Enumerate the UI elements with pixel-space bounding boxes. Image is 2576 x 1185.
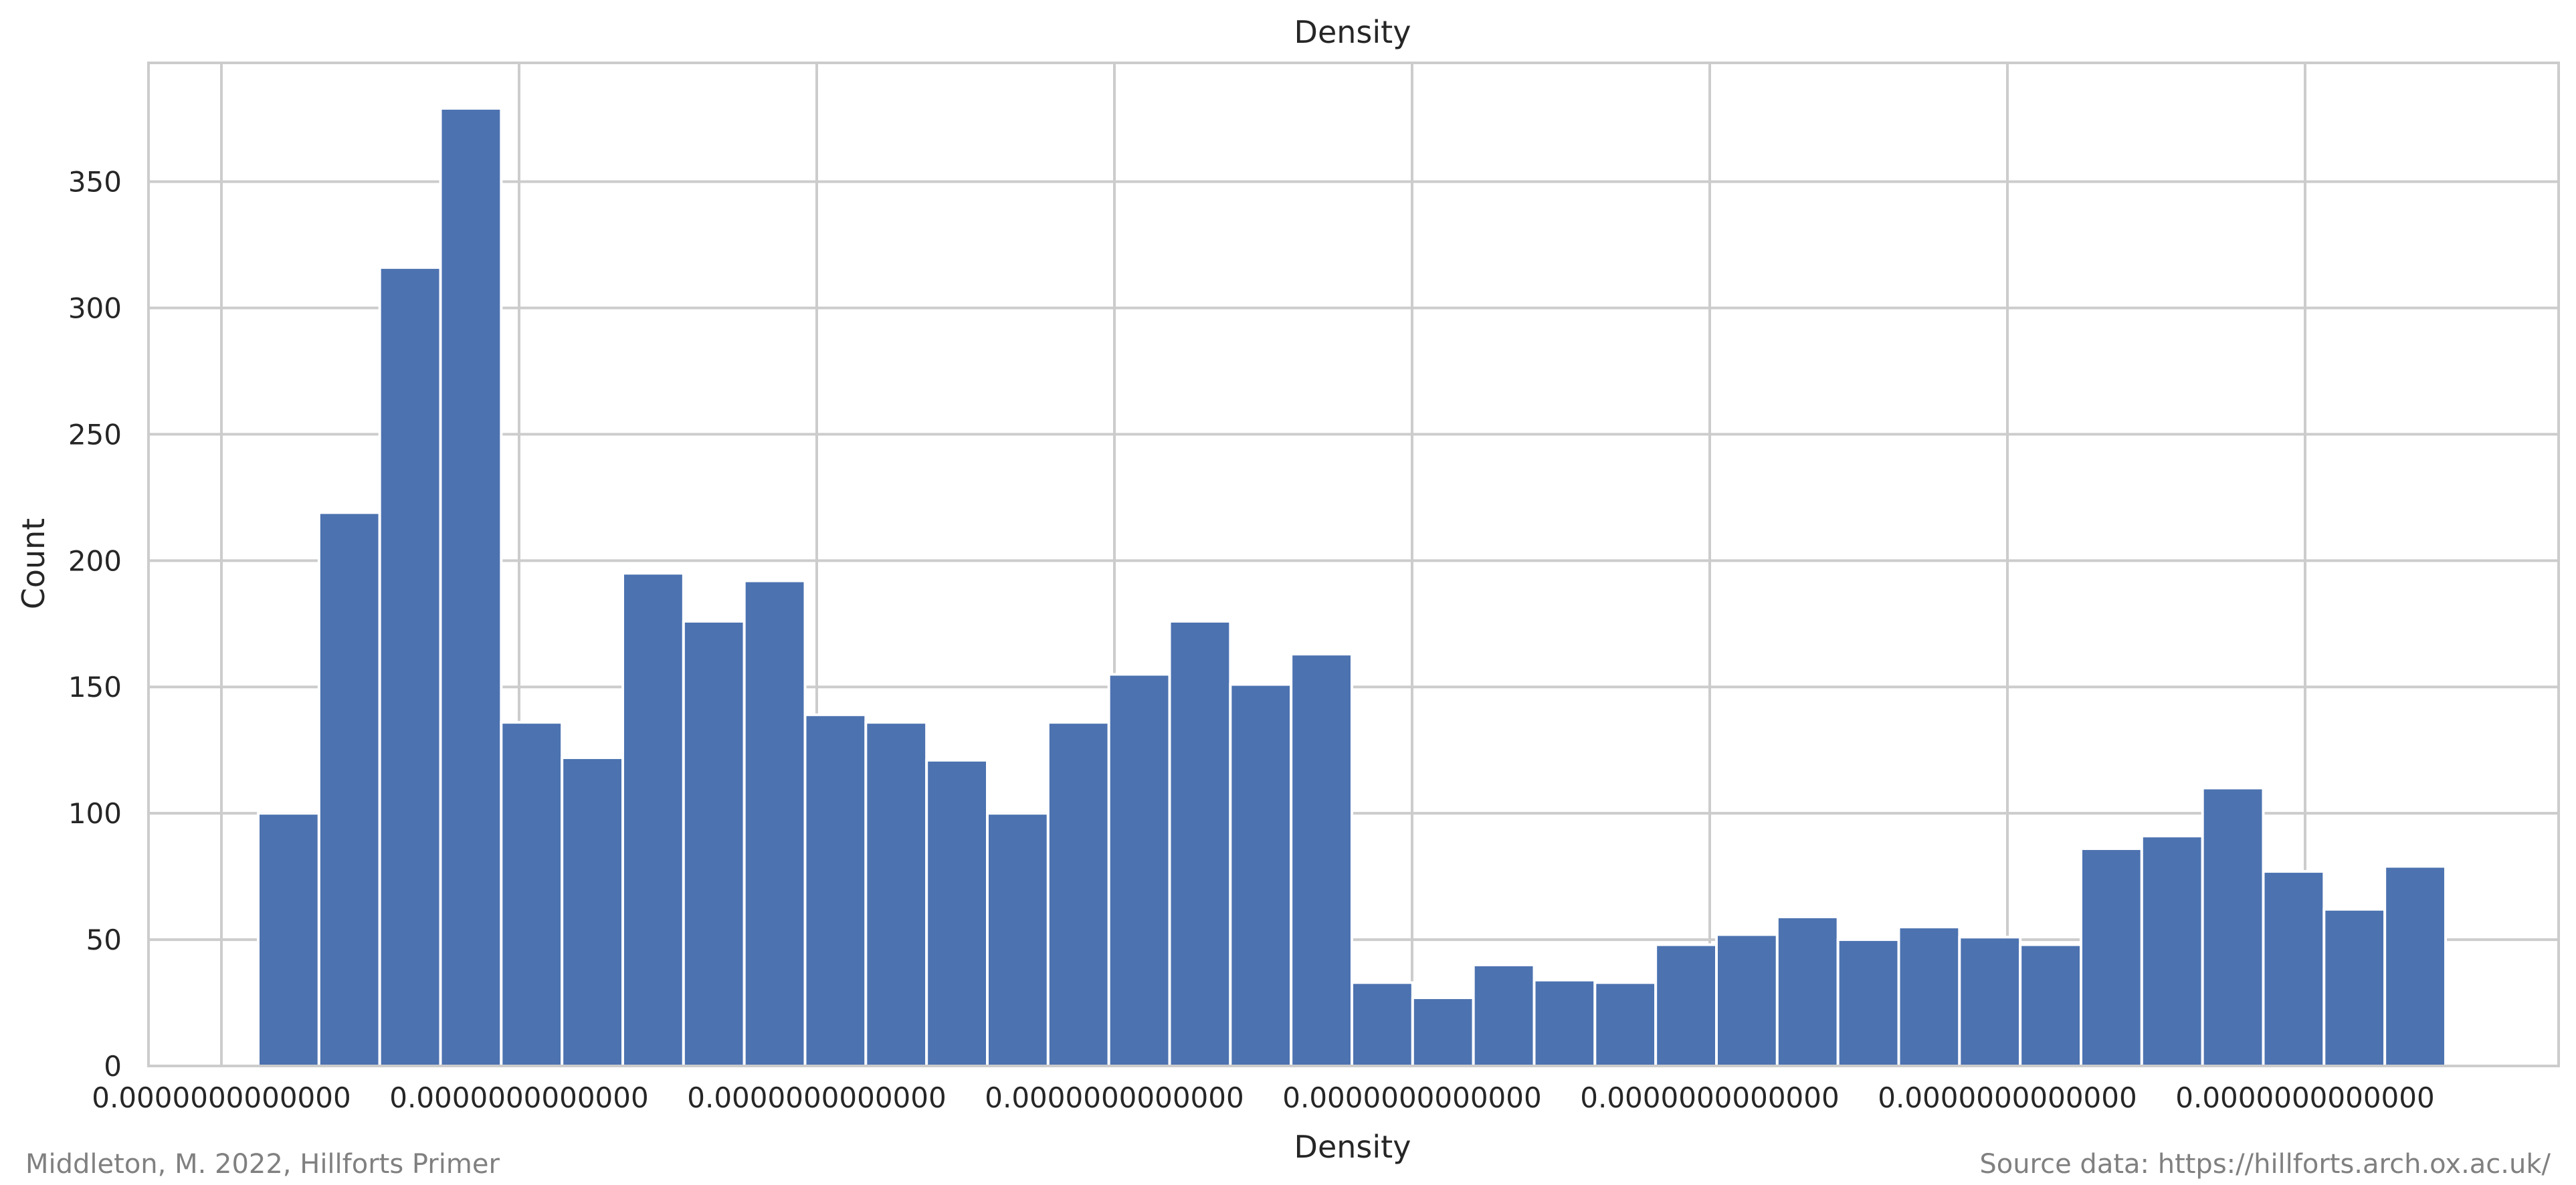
y-tick-label: 300 [68, 292, 122, 324]
histogram-bar [1654, 943, 1718, 1068]
chart-title: Density [1294, 14, 1411, 50]
histogram-bar [1046, 721, 1110, 1067]
histogram-bar [439, 107, 503, 1067]
x-axis-label: Density [1294, 1129, 1411, 1165]
footer-credit: Middleton, M. 2022, Hillforts Primer [25, 1149, 500, 1180]
bars [257, 107, 2447, 1068]
x-tick-label: 0.0000000000000 [2175, 1081, 2434, 1114]
histogram-bar [1532, 978, 1597, 1068]
histogram-bar [2383, 865, 2447, 1067]
footer-source: Source data: https://hillforts.arch.ox.a… [1979, 1149, 2551, 1180]
histogram-bar [378, 266, 442, 1067]
histogram-bar [1775, 915, 1840, 1067]
x-tick-label: 0.0000000000000 [389, 1081, 648, 1114]
histogram-bar [864, 721, 928, 1067]
histogram-bar [1107, 673, 1171, 1067]
y-tick-label: 100 [68, 797, 122, 830]
y-tick-label: 150 [68, 671, 122, 704]
histogram-bar [1836, 938, 1900, 1067]
histogram-bar [2322, 907, 2387, 1067]
histogram-bar [2080, 847, 2143, 1068]
histogram-bar [1472, 963, 1536, 1067]
histogram-bar [500, 721, 564, 1067]
x-tick-label: 0.0000000000000 [1878, 1081, 2137, 1114]
histogram-bar [317, 511, 381, 1067]
y-tick-label: 250 [68, 418, 122, 451]
histogram-bar [1351, 981, 1414, 1068]
x-tick-label: 0.0000000000000 [1580, 1081, 1839, 1114]
histogram-bar [1229, 683, 1293, 1067]
plot-frame [147, 62, 2560, 1067]
y-tick-label: 50 [86, 924, 122, 956]
histogram-bar [2019, 943, 2082, 1068]
histogram-bar [742, 579, 807, 1067]
histogram-bar [561, 756, 624, 1068]
histogram-bar [621, 572, 685, 1067]
y-tick-labels: 0 50 100 150 200 250 300 350 [68, 166, 122, 1083]
histogram-bar [1897, 926, 1961, 1067]
x-tick-labels: 0.0000000000000 0.0000000000000 0.00000000… [92, 1081, 2434, 1114]
histogram-bar [1411, 996, 1475, 1067]
histogram-bar [682, 620, 746, 1067]
x-tick-label: 0.0000000000000 [985, 1081, 1244, 1114]
x-tick-label: 0.0000000000000 [92, 1081, 351, 1114]
histogram-bar [1593, 981, 1658, 1068]
histogram-bar [986, 812, 1050, 1068]
histogram-bar [1168, 620, 1232, 1067]
histogram-bar [803, 713, 868, 1068]
histogram-bar [2140, 835, 2204, 1068]
y-axis-label: Count [15, 518, 52, 610]
x-tick-label: 0.0000000000000 [687, 1081, 946, 1114]
histogram-bar [1715, 933, 1779, 1068]
histogram-bar [2262, 870, 2326, 1067]
histogram-bar [925, 758, 989, 1067]
x-tick-label: 0.0000000000000 [1282, 1081, 1541, 1114]
histogram-bar [1290, 653, 1354, 1067]
histogram-bar [2201, 786, 2265, 1067]
y-tick-label: 350 [68, 166, 122, 199]
histogram-bar [257, 812, 320, 1068]
y-tick-label: 0 [104, 1050, 122, 1083]
y-tick-label: 200 [68, 544, 122, 577]
histogram-bar [1958, 936, 2022, 1068]
